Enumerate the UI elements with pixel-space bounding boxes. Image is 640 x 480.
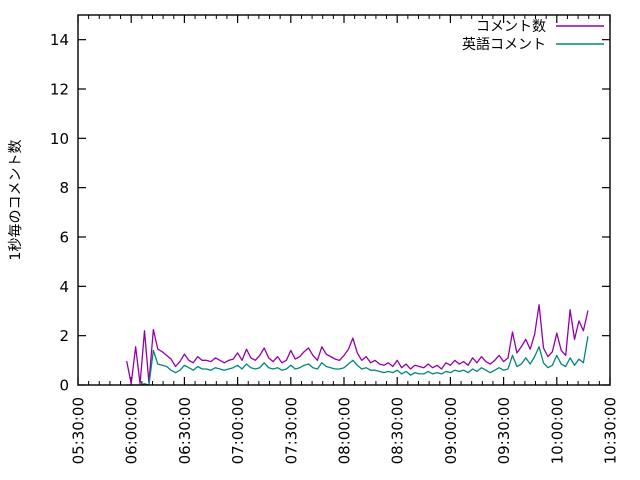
y-axis-label: 1秒毎のコメント数	[8, 140, 24, 261]
x-tick-label: 10:30:00	[602, 397, 620, 464]
x-axis-tick-labels: 05:30:00 06:00:00 06:30:00 07:00:00 07:30:00…	[70, 397, 620, 464]
y-axis-tick-marks	[78, 39, 610, 386]
series-line-comment-count	[126, 304, 589, 385]
y-tick-label: 10	[50, 130, 69, 148]
x-tick-label: 09:00:00	[442, 397, 460, 464]
legend-label-1: 英語コメント	[462, 36, 546, 53]
legend-label-0: コメント数	[476, 19, 546, 35]
plot-frame	[77, 14, 611, 386]
x-tick-label: 07:00:00	[229, 397, 247, 464]
y-tick-label: 6	[59, 229, 69, 247]
x-tick-label: 09:30:00	[495, 397, 513, 464]
x-tick-label: 08:00:00	[336, 397, 354, 464]
y-tick-label: 14	[50, 31, 69, 49]
x-tick-label: 05:30:00	[70, 397, 88, 464]
x-tick-label: 07:30:00	[282, 397, 300, 464]
y-axis-tick-labels: 0 2 4 6 8 10 12 14	[50, 31, 69, 394]
y-tick-label: 8	[59, 179, 69, 197]
x-tick-label: 08:30:00	[389, 397, 407, 464]
y-tick-label: 12	[50, 81, 69, 99]
y-tick-label: 0	[59, 377, 69, 395]
data-series-group	[126, 304, 589, 386]
x-tick-label: 10:00:00	[548, 397, 566, 464]
y-tick-label: 2	[59, 327, 69, 345]
x-tick-label: 06:00:00	[123, 397, 141, 464]
series-line-english-comment	[126, 336, 589, 386]
x-tick-label: 06:30:00	[176, 397, 194, 464]
y-tick-label: 4	[59, 278, 69, 296]
